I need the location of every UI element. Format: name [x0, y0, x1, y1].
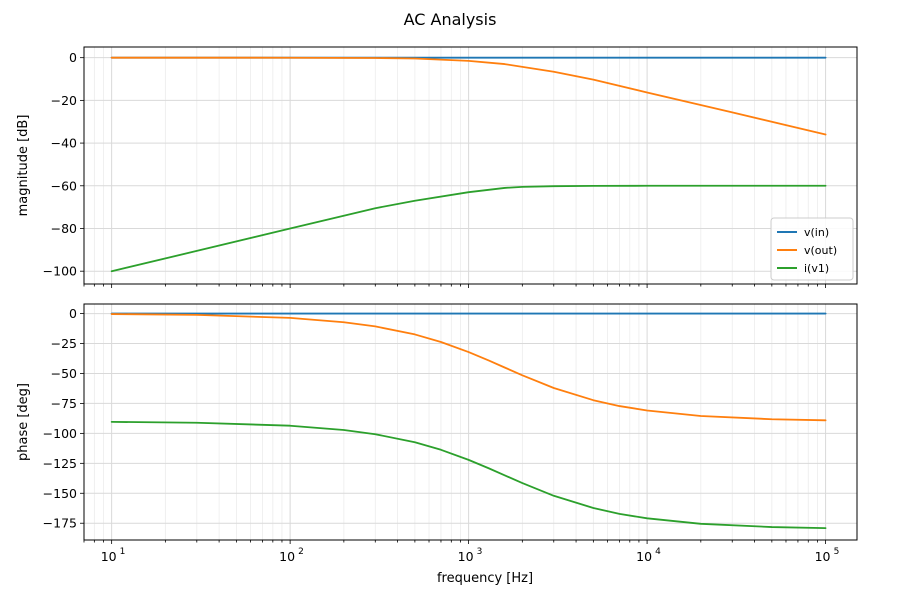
x-tick-label: 10: [279, 549, 295, 564]
series-line-v-out: [110, 56, 827, 136]
series-line-i-v1: [110, 420, 827, 530]
axes-1: 0 −20 −40 −60 −80 −100 magnitude [dB] v(in) v(ou…: [16, 46, 858, 288]
series-line-i-v1: [110, 184, 827, 273]
series-line-v-out: [110, 313, 827, 422]
x-tick-label: 10: [636, 549, 652, 564]
x-tick-exponent: 4: [655, 547, 661, 557]
x-tick-label: 10: [101, 549, 117, 564]
plot-frame: [83, 46, 858, 285]
y-tick-label: −80: [51, 221, 77, 236]
y-tick-label: −60: [51, 178, 77, 193]
legend-label: v(out): [804, 244, 837, 257]
x-tick-exponent: 1: [120, 547, 126, 557]
x-tick-label: 10: [815, 549, 831, 564]
y-tick-label: −100: [43, 264, 77, 279]
y-tick-label: −50: [51, 366, 77, 381]
axes-root: 0 −20 −40 −60 −80 −100 magnitude [dB] v(in) v(ou…: [16, 46, 858, 564]
y-tick-label: −40: [51, 136, 77, 151]
legend-box: [770, 217, 854, 281]
legend-label: i(v1): [804, 262, 829, 275]
x-tick-label: 10: [458, 549, 474, 564]
x-tick-exponent: 5: [834, 547, 840, 557]
y-axis-label: magnitude [dB]: [16, 115, 31, 217]
y-tick-label: −25: [51, 336, 77, 351]
y-tick-label: −20: [51, 93, 77, 108]
x-axis-label: frequency [Hz]: [437, 571, 533, 586]
plot-area: [84, 47, 857, 284]
y-tick-label: 0: [69, 306, 77, 321]
plot-frame: [83, 303, 858, 541]
y-tick-label: −175: [43, 516, 77, 531]
y-tick-label: 0: [69, 50, 77, 65]
y-axis-label: phase [deg]: [16, 383, 31, 461]
legend: v(in) v(out) i(v1): [770, 217, 854, 281]
y-tick-label: −100: [43, 426, 77, 441]
x-tick-exponent: 2: [298, 547, 304, 557]
x-tick-exponent: 3: [477, 547, 483, 557]
figure-title: AC Analysis: [404, 10, 497, 29]
y-tick-label: −150: [43, 486, 77, 501]
y-tick-label: −75: [51, 396, 77, 411]
legend-label: v(in): [804, 226, 829, 239]
y-tick-label: −125: [43, 456, 77, 471]
